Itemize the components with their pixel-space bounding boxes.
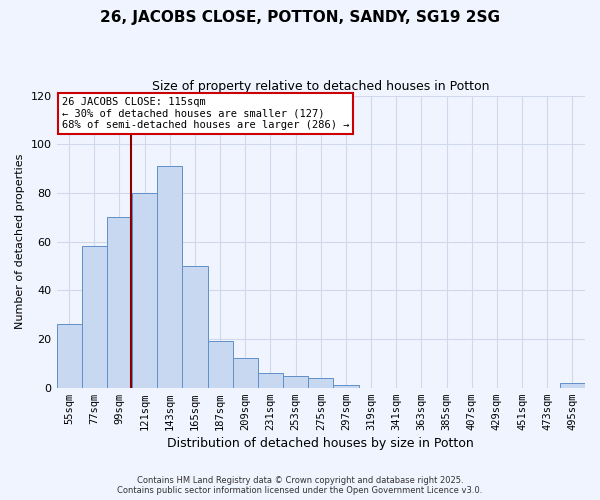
Title: Size of property relative to detached houses in Potton: Size of property relative to detached ho… — [152, 80, 490, 93]
Bar — [334, 386, 359, 388]
Bar — [283, 376, 308, 388]
Bar — [560, 383, 585, 388]
Bar — [308, 378, 334, 388]
Text: 26, JACOBS CLOSE, POTTON, SANDY, SG19 2SG: 26, JACOBS CLOSE, POTTON, SANDY, SG19 2S… — [100, 10, 500, 25]
Bar — [182, 266, 208, 388]
Bar — [157, 166, 182, 388]
Text: 26 JACOBS CLOSE: 115sqm
← 30% of detached houses are smaller (127)
68% of semi-d: 26 JACOBS CLOSE: 115sqm ← 30% of detache… — [62, 97, 349, 130]
Bar — [56, 324, 82, 388]
Y-axis label: Number of detached properties: Number of detached properties — [15, 154, 25, 330]
Bar — [82, 246, 107, 388]
Bar — [233, 358, 258, 388]
X-axis label: Distribution of detached houses by size in Potton: Distribution of detached houses by size … — [167, 437, 474, 450]
Bar — [208, 342, 233, 388]
Bar — [258, 373, 283, 388]
Text: Contains HM Land Registry data © Crown copyright and database right 2025.
Contai: Contains HM Land Registry data © Crown c… — [118, 476, 482, 495]
Bar — [107, 218, 132, 388]
Bar — [132, 193, 157, 388]
